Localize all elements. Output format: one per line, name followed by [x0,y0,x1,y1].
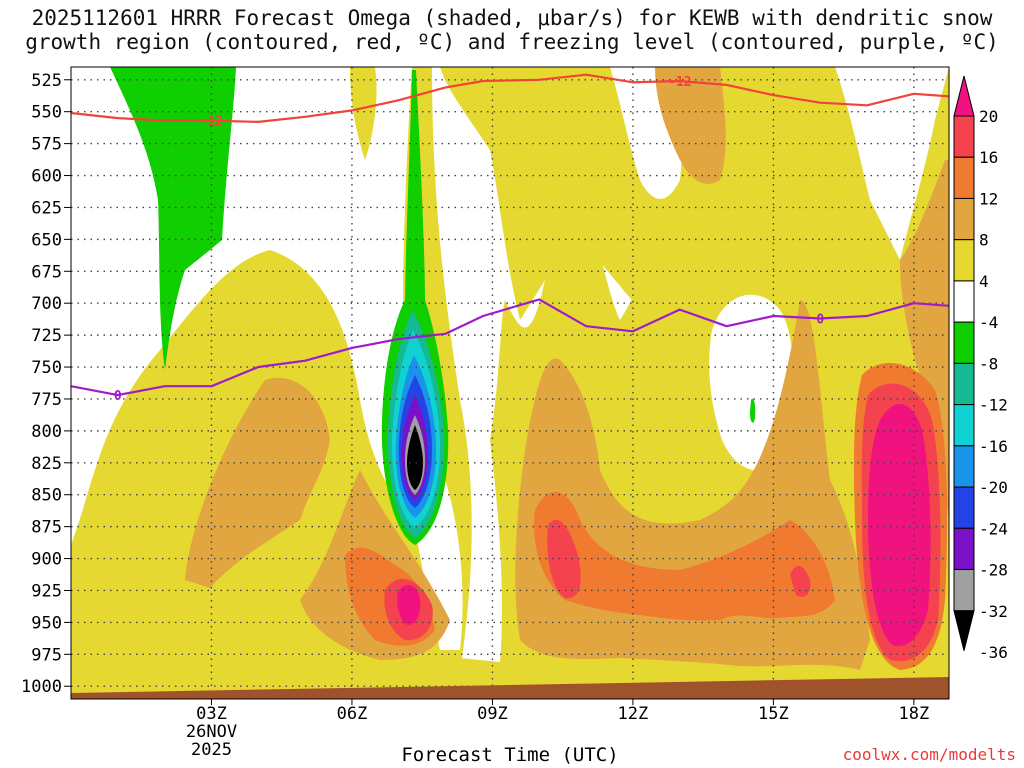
colorbar-segment [953,156,975,199]
shading-magenta-right [868,403,931,647]
plot-frame [70,66,950,700]
colorbar-segment [953,239,975,282]
colorbar-segment [953,445,975,488]
grid [71,67,949,699]
shading-yellow-left-top [350,67,377,160]
colorbar-label: 20 [979,107,998,126]
colorbar-segment [953,321,975,364]
y-tick-label: 950 [31,613,62,633]
colorbar-segment [953,486,975,529]
colorbar-label: -24 [979,519,1008,538]
colorbar-label: -32 [979,602,1008,621]
contour-label: 0 [816,313,824,328]
colorbar-label: -20 [979,478,1008,497]
colorbar-label: 4 [979,272,989,291]
shading-red-right-small [790,565,811,597]
shading-tan-upper-right [655,67,726,184]
y-tick-label: 650 [31,230,62,250]
shading-tan-left [185,377,330,588]
colorbar-label: -12 [979,396,1008,415]
colorbar-label: 16 [979,148,998,167]
x-tick-label: 15Z [758,704,789,724]
shading-orange-mid [534,491,835,621]
x-tick-label: 12Z [618,704,649,724]
contour-label: -12 [668,75,691,90]
colorbar-bottom-triangle [953,610,975,651]
x-tick-label: 03Z [196,704,227,724]
credit-link[interactable]: coolwx.com/modelts [842,745,1016,764]
y-tick-label: 525 [31,71,62,91]
colorbar: 20 16 12 8 4 -4 -8 -12 -16 -20 -24 -28 -32 -36 [953,75,1008,662]
contour-lines: -12 -12 0 0 [70,73,950,404]
colorbar-label: 12 [979,189,998,208]
dgz-contour-line [70,73,950,124]
y-tick-label: 975 [31,645,62,665]
colorbar-segment [953,280,975,323]
shading-green-blob [750,398,756,423]
y-tick-label: 875 [31,518,62,538]
colorbar-segment [953,115,975,158]
colorbar-segment [953,197,975,241]
y-tick-label: 700 [31,294,62,314]
y-tick-label: 900 [31,550,62,570]
terrain-fill [71,677,949,699]
shading-green-upper-left [110,67,236,370]
shading-red-mid [547,519,581,599]
y-tick-label: 825 [31,454,62,474]
shading-magenta-left [397,585,421,625]
y-axis: 525 550 575 600 625 650 675 700 725 750 775 800 825 8… [21,71,71,697]
contour-label: 0 [114,389,122,404]
omega-shading [71,67,949,699]
colorbar-segment [953,404,975,447]
x-tick-label: 06Z [337,704,368,724]
y-tick-label: 775 [31,390,62,410]
freezing-level-line [70,298,950,397]
colorbar-segment [953,569,975,612]
y-tick-label: 850 [31,486,62,506]
colorbar-label: -28 [979,561,1008,580]
y-tick-label: 625 [31,198,62,218]
colorbar-label: -4 [979,313,998,332]
y-tick-label: 925 [31,581,62,601]
y-tick-label: 725 [31,326,62,346]
colorbar-label: -16 [979,437,1008,456]
y-tick-label: 550 [31,103,62,123]
colorbar-label: -8 [979,354,998,373]
x-tick-date-label: 2025 [191,740,232,760]
colorbar-top-triangle [953,75,975,117]
x-tick-date-label: 26NOV [186,722,237,742]
colorbar-label: 8 [979,231,989,250]
colorbar-segment [953,362,975,406]
shading-black [407,425,423,490]
y-tick-label: 675 [31,262,62,282]
x-tick-label: 18Z [899,704,930,724]
colorbar-segment [953,527,975,571]
colorbar-label: -36 [979,643,1008,662]
page-title: 2025112601 HRRR Forecast Omega (shaded, … [25,6,999,54]
y-tick-label: 600 [31,167,62,187]
y-tick-label: 1000 [21,677,62,697]
shading-yellow-upper [440,67,700,320]
y-tick-label: 750 [31,358,62,378]
x-axis-label: Forecast Time (UTC) [401,744,619,766]
y-tick-label: 800 [31,422,62,442]
x-tick-label: 09Z [477,704,508,724]
y-tick-label: 575 [31,135,62,155]
contour-label: -12 [200,115,223,130]
